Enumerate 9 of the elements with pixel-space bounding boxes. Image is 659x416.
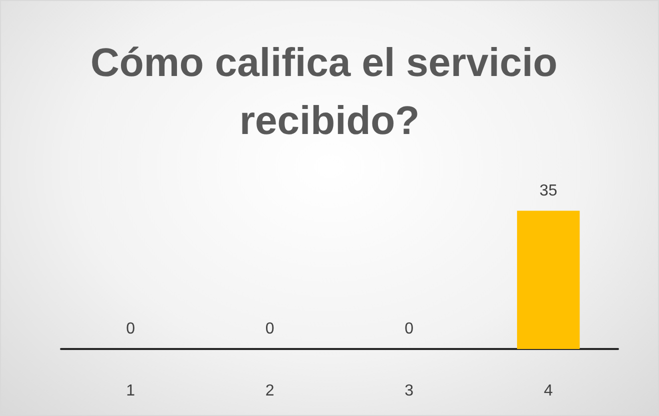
chart-title: Cómo califica el servicio recibido? bbox=[90, 41, 568, 143]
data-label: 0 bbox=[126, 320, 136, 338]
data-label: 0 bbox=[404, 320, 414, 338]
x-tick-label: 4 bbox=[544, 382, 553, 400]
data-label: 35 bbox=[539, 182, 558, 200]
x-tick-label: 3 bbox=[404, 382, 414, 400]
data-label: 0 bbox=[265, 320, 274, 338]
x-tick-label: 1 bbox=[126, 382, 136, 400]
x-tick-label: 2 bbox=[265, 382, 274, 400]
